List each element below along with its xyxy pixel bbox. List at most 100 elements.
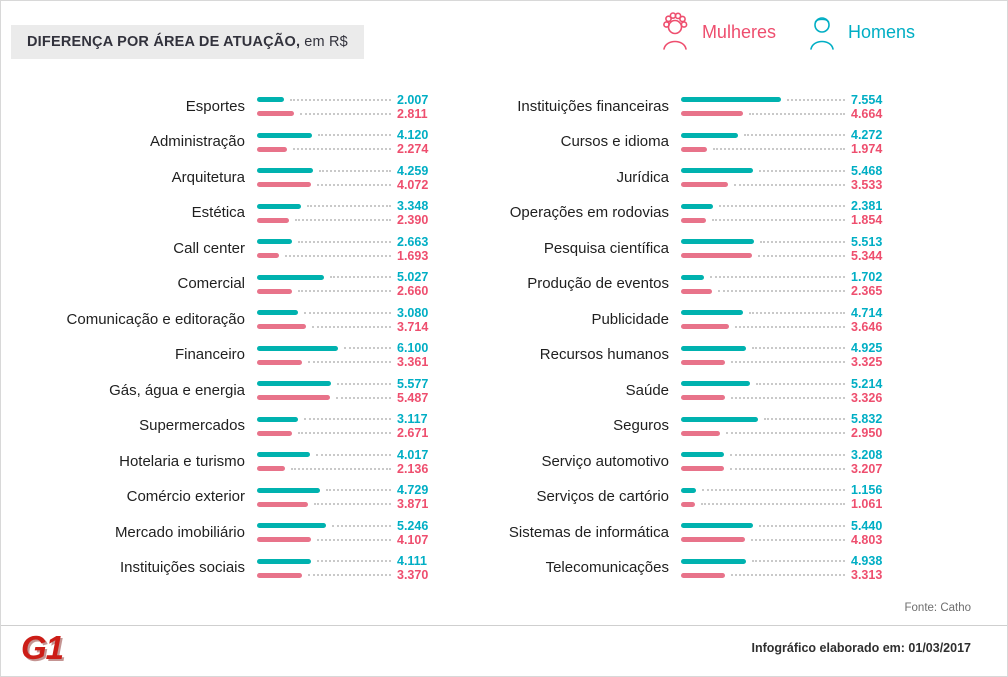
men-bar-line: 4.714 — [681, 307, 891, 319]
men-bar — [681, 416, 759, 422]
leader-line — [718, 290, 845, 293]
chart-title: DIFERENÇA POR ÁREA DE ATUAÇÃO, — [27, 34, 301, 50]
men-bar-line: 3.348 — [257, 199, 437, 214]
category-label: Cursos e idioma — [560, 133, 669, 151]
bar-pair: 5.832 2.950 — [681, 413, 891, 441]
women-value: 2.274 — [397, 142, 429, 157]
category-label: Serviços de cartório — [536, 488, 669, 506]
women-bar-line: 2.274 — [257, 142, 437, 157]
men-value: 5.027 — [397, 270, 429, 285]
women-bar — [681, 359, 725, 365]
women-bar — [257, 182, 311, 188]
bar-pair: 5.513 5.344 — [681, 236, 891, 262]
women-bar-line: 2.950 — [681, 426, 891, 441]
women-value: 1.854 — [851, 213, 883, 228]
women-value: 3.326 — [851, 390, 883, 405]
women-bar-line: 3.370 — [257, 569, 437, 582]
leader-line — [752, 560, 845, 563]
men-value: 6.100 — [397, 341, 429, 356]
women-value: 2.950 — [851, 426, 883, 441]
men-bar — [681, 203, 713, 209]
women-bar — [257, 501, 309, 507]
leader-line — [314, 503, 391, 506]
leader-line — [730, 574, 845, 577]
bar-pair: 5.440 4.803 — [681, 520, 891, 546]
men-bar — [257, 239, 293, 245]
leader-line — [713, 148, 845, 151]
leader-line — [749, 311, 845, 314]
women-bar-line: 1.854 — [681, 213, 891, 228]
g1-logo: G1 — [21, 629, 64, 666]
bar-pair: 4.120 2.274 — [257, 129, 437, 157]
category-label: Esportes — [185, 97, 245, 115]
women-bar — [257, 324, 307, 330]
chart-title-unit: em R$ — [304, 34, 348, 50]
leader-line — [343, 347, 391, 350]
women-value: 4.664 — [851, 106, 883, 121]
men-bar-line: 4.120 — [257, 129, 437, 142]
leader-line — [711, 219, 845, 222]
men-bar-line: 4.925 — [681, 342, 891, 355]
women-bar-line: 3.361 — [257, 356, 437, 369]
chart-row: Serviços de cartório 1.156 1.061 — [485, 480, 891, 516]
men-bar — [681, 274, 704, 280]
leader-line — [325, 489, 391, 492]
leader-line — [293, 148, 391, 151]
bar-pair: 4.259 4.072 — [257, 165, 437, 192]
bar-pair: 4.925 3.325 — [681, 342, 891, 369]
leader-line — [750, 538, 845, 541]
category-label: Produção de eventos — [527, 275, 669, 293]
men-value: 5.214 — [851, 376, 883, 391]
chart-row: Instituições sociais 4.111 3.370 — [7, 551, 437, 587]
men-bar — [257, 310, 298, 316]
women-bar-line: 3.326 — [681, 390, 891, 405]
footer-divider — [1, 625, 1007, 626]
women-bar — [681, 288, 713, 294]
men-bar-line: 4.272 — [681, 129, 891, 142]
legend-women-label: Mulheres — [701, 21, 776, 42]
bar-pair: 5.246 4.107 — [257, 520, 437, 546]
women-bar-line: 2.390 — [257, 214, 437, 227]
leader-line — [735, 325, 845, 328]
women-bar — [681, 146, 708, 152]
chart-row: Saúde 5.214 3.326 — [485, 373, 891, 409]
infographic-date: Infográfico elaborado em: 01/03/2017 — [751, 641, 971, 655]
men-bar-line: 2.381 — [681, 199, 891, 214]
women-bar-line: 2.811 — [257, 106, 437, 121]
men-bar — [681, 523, 753, 529]
women-bar — [681, 253, 752, 259]
bar-pair: 5.468 3.533 — [681, 165, 891, 191]
bar-pair: 4.938 3.313 — [681, 555, 891, 582]
women-bar-line: 3.325 — [681, 356, 891, 369]
chart-row: Supermercados 3.117 2.671 — [7, 409, 437, 445]
leader-line — [298, 290, 391, 293]
men-bar — [681, 487, 697, 493]
men-value: 3.348 — [397, 199, 429, 214]
men-bar — [257, 381, 331, 387]
leader-line — [329, 276, 391, 279]
leader-line — [701, 503, 845, 506]
men-value: 1.702 — [851, 270, 883, 285]
women-bar — [681, 501, 695, 507]
women-value: 2.811 — [397, 106, 428, 121]
women-bar-line: 5.344 — [681, 250, 891, 262]
men-bar — [257, 487, 320, 493]
men-bar-line: 1.702 — [681, 270, 891, 285]
category-label: Arquitetura — [171, 168, 245, 186]
men-bar — [681, 345, 747, 351]
men-value: 2.381 — [851, 199, 883, 214]
category-label: Telecomunicações — [545, 559, 669, 577]
women-bar-line: 3.714 — [257, 321, 437, 333]
women-bar-line: 1.693 — [257, 250, 437, 262]
bar-pair: 5.027 2.660 — [257, 270, 437, 298]
men-bar-line: 4.938 — [681, 555, 891, 568]
men-bar — [681, 97, 781, 103]
category-label: Pesquisa científica — [543, 239, 669, 257]
women-bar — [681, 430, 721, 436]
women-bar — [681, 395, 725, 401]
women-value: 4.072 — [397, 177, 429, 192]
women-bar-line: 3.207 — [681, 463, 891, 475]
men-bar-line: 6.100 — [257, 341, 437, 356]
bar-chart: Esportes 2.007 2.811 Administração 4.120 2.27… — [7, 89, 891, 586]
leader-line — [335, 396, 391, 399]
